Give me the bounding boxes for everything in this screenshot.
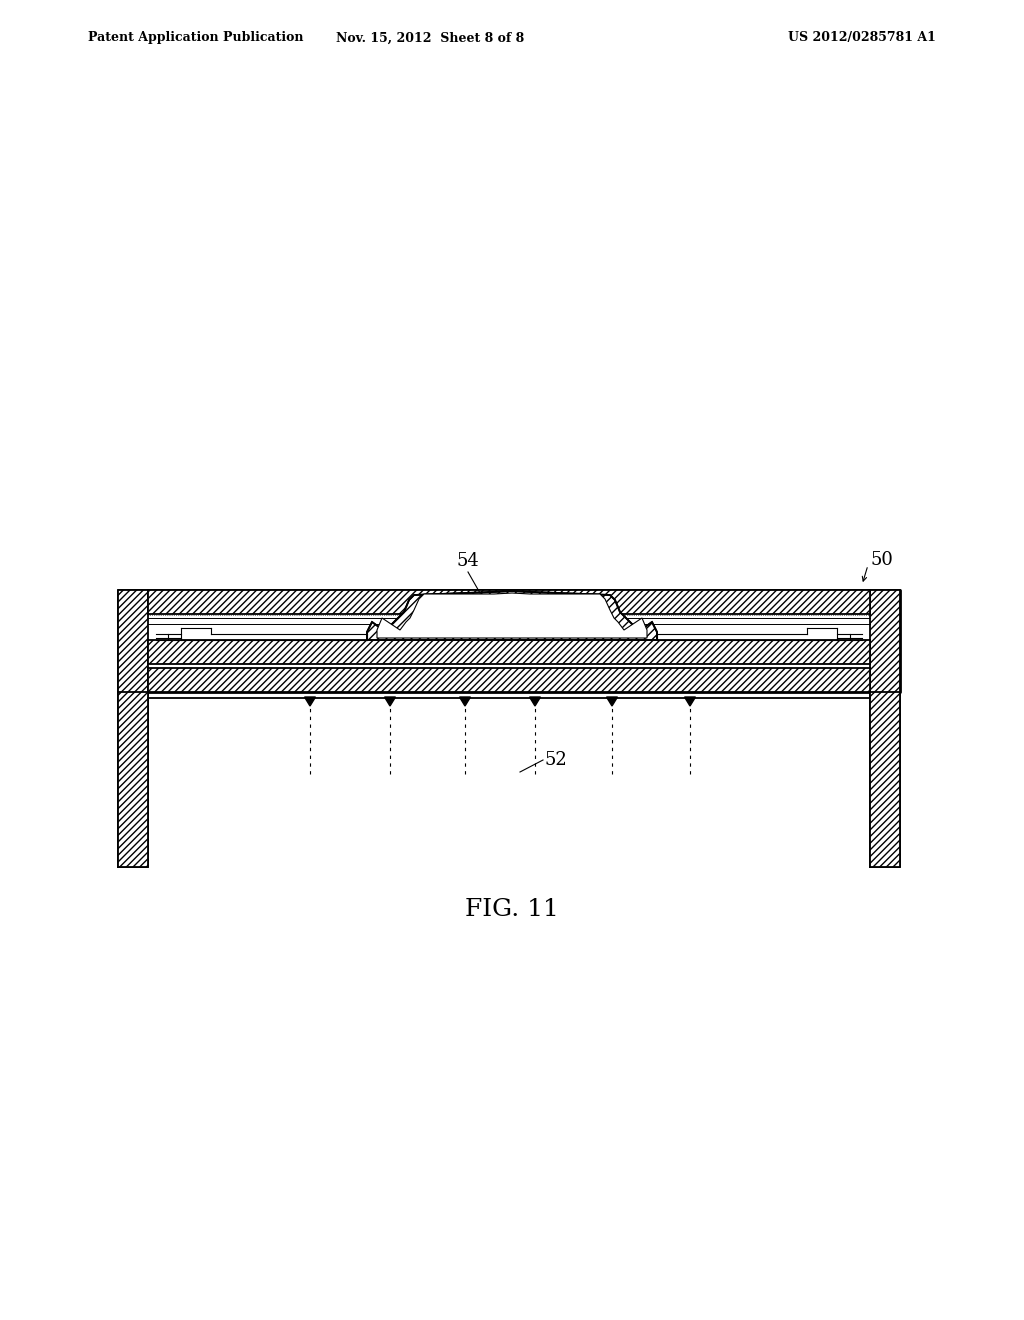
Bar — [148, 590, 870, 614]
Text: 50: 50 — [870, 550, 893, 569]
Bar — [148, 692, 870, 867]
Bar — [148, 640, 870, 664]
Bar — [148, 640, 870, 664]
Polygon shape — [606, 697, 617, 706]
Polygon shape — [384, 697, 395, 706]
Text: Patent Application Publication: Patent Application Publication — [88, 32, 303, 45]
Bar — [148, 664, 870, 668]
Bar — [118, 590, 148, 867]
Text: 52: 52 — [545, 751, 567, 770]
Bar — [148, 590, 870, 614]
Polygon shape — [684, 697, 695, 706]
Polygon shape — [529, 697, 541, 706]
Polygon shape — [304, 697, 315, 706]
Polygon shape — [460, 697, 470, 706]
Text: Nov. 15, 2012  Sheet 8 of 8: Nov. 15, 2012 Sheet 8 of 8 — [336, 32, 524, 45]
Bar — [148, 668, 870, 692]
Bar — [148, 668, 870, 692]
Text: US 2012/0285781 A1: US 2012/0285781 A1 — [788, 32, 936, 45]
Text: FIG. 11: FIG. 11 — [465, 899, 559, 921]
Bar — [148, 624, 870, 640]
Bar — [870, 590, 900, 867]
Bar — [870, 590, 900, 867]
Bar — [118, 590, 148, 867]
Polygon shape — [377, 593, 647, 638]
Text: 54: 54 — [457, 552, 479, 570]
Polygon shape — [367, 591, 657, 640]
